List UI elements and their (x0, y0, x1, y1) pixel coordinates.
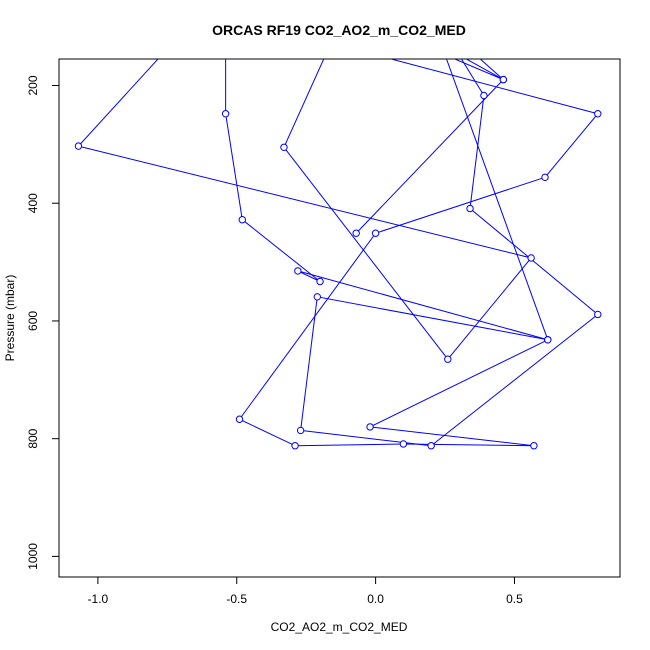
data-point (316, 277, 324, 286)
series-line-segment (479, 59, 504, 80)
x-tick-label: -1.0 (88, 592, 109, 606)
series-line-segment (283, 59, 325, 148)
series-line-segment (445, 59, 549, 340)
data-point (366, 423, 374, 431)
data-point (544, 336, 552, 344)
series-line-segment (225, 113, 243, 220)
data-point (427, 442, 435, 450)
data-point (294, 267, 302, 275)
series-line-segment (283, 146, 449, 360)
series-line-segment (469, 95, 485, 209)
plot-frame (58, 58, 621, 578)
data-point (371, 229, 380, 237)
x-tick-label: 0.0 (367, 592, 384, 606)
y-tick-label: 400 (26, 193, 40, 213)
data-point (235, 415, 244, 423)
y-tick-label: 200 (26, 75, 40, 95)
x-axis-label: CO2_AO2_m_CO2_MED (271, 620, 408, 634)
y-axis-label: Pressure (mbar) (3, 275, 17, 362)
series-line-segment (297, 270, 321, 282)
series-line-segment (460, 59, 485, 96)
series-line-segment (469, 208, 599, 315)
series-line-segment (430, 314, 599, 447)
data-point (238, 215, 246, 224)
chart-title: ORCAS RF19 CO2_AO2_m_CO2_MED (212, 22, 466, 38)
series-line-segment (78, 145, 532, 259)
data-point (466, 204, 474, 213)
data-point (541, 173, 549, 182)
data-point (444, 355, 452, 363)
series-line-segment (447, 257, 532, 360)
series-line-segment (239, 232, 377, 420)
data-point (399, 440, 408, 448)
series-line-segment (403, 443, 534, 447)
data-point (480, 91, 488, 100)
data-layer (74, 59, 602, 450)
series-line-segment (375, 176, 546, 234)
series-line-segment (300, 296, 318, 431)
series-line-segment (544, 113, 599, 178)
data-point (74, 142, 83, 150)
y-axis: 200 400 600 800 1000 (26, 75, 60, 570)
series-line-segment (241, 219, 321, 282)
data-point (527, 254, 535, 262)
x-tick-label: -0.5 (226, 592, 247, 606)
series-line-segment (317, 296, 548, 341)
y-tick-label: 1000 (26, 543, 40, 570)
y-tick-label: 800 (26, 428, 40, 448)
data-point (499, 75, 508, 84)
data-point (313, 293, 321, 301)
data-point (594, 110, 602, 118)
data-point (352, 229, 360, 237)
series-line-segment (355, 79, 504, 234)
data-point (280, 143, 288, 151)
x-axis: -1.0 -0.5 0.0 0.5 (88, 576, 523, 606)
series-line-segment (300, 429, 432, 447)
data-point (530, 442, 538, 450)
series-line-segment (369, 339, 549, 428)
data-point (221, 110, 230, 118)
series-line-segment (297, 270, 548, 341)
series-line-segment (369, 426, 534, 447)
data-point (594, 310, 602, 319)
data-point (291, 442, 299, 450)
series-line-segment (295, 443, 404, 447)
series-line-segment (239, 418, 296, 447)
series-line-segment (453, 59, 504, 81)
data-point (296, 426, 305, 435)
series-line-segment (389, 59, 598, 115)
y-tick-label: 600 (26, 311, 40, 331)
series-line-segment (465, 59, 504, 81)
series-line-segment (78, 59, 159, 147)
x-tick-label: 0.5 (506, 592, 523, 606)
